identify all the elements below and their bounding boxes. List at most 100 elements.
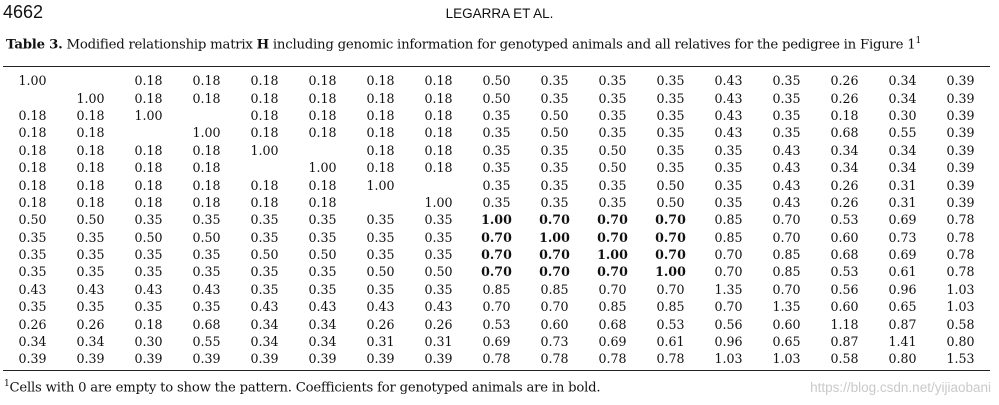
matrix-cell: 0.34 bbox=[888, 73, 917, 89]
matrix-cell: 0.18 bbox=[424, 160, 453, 176]
matrix-cell: 0.18 bbox=[308, 90, 337, 106]
table-row: 0.35 0.35 0.35 0.35 0.50 0.50 0.35 0.35 0.70 0.70… bbox=[4, 246, 990, 263]
matrix-cell: 0.35 bbox=[366, 212, 395, 228]
matrix-cell: 0.18 bbox=[134, 90, 163, 106]
matrix-cell bbox=[410, 176, 468, 193]
matrix-cell: 0.70 bbox=[481, 247, 512, 263]
matrix-cell: 0.85 bbox=[598, 299, 627, 315]
matrix-cell: 0.35 bbox=[192, 247, 221, 263]
matrix-cell: 0.50 bbox=[656, 177, 685, 193]
matrix-cell: 0.35 bbox=[540, 194, 569, 210]
matrix-cell: 0.18 bbox=[250, 125, 279, 141]
matrix-cell: 0.30 bbox=[888, 107, 917, 123]
matrix-cell: 1.00 bbox=[308, 160, 337, 176]
matrix-cell bbox=[294, 142, 352, 159]
matrix-cell bbox=[236, 159, 294, 176]
matrix-cell: 0.35 bbox=[482, 160, 511, 176]
matrix-cell: 0.35 bbox=[714, 177, 743, 193]
matrix-cell: 0.35 bbox=[482, 142, 511, 158]
matrix-cell: 0.18 bbox=[424, 125, 453, 141]
table-row: 0.26 0.26 0.18 0.68 0.34 0.34 0.26 0.26 0.53 0.60… bbox=[4, 315, 990, 332]
matrix-cell: 0.18 bbox=[18, 107, 47, 123]
matrix-cell: 0.43 bbox=[714, 125, 743, 141]
matrix-cell: 0.39 bbox=[946, 194, 975, 210]
matrix-cell: 0.78 bbox=[946, 229, 975, 245]
matrix-cell: 0.18 bbox=[250, 90, 279, 106]
matrix-cell: 0.18 bbox=[76, 160, 105, 176]
caption-footnote-mark: 1 bbox=[915, 36, 921, 46]
matrix-cell: 0.35 bbox=[714, 160, 743, 176]
matrix-cell: 0.70 bbox=[539, 264, 570, 280]
matrix-cell: 0.70 bbox=[597, 229, 628, 245]
matrix-cell bbox=[62, 72, 120, 89]
matrix-cell: 0.18 bbox=[250, 194, 279, 210]
matrix-cell: 1.00 bbox=[655, 264, 686, 280]
matrix-cell: 0.35 bbox=[482, 107, 511, 123]
matrix-cell: 0.70 bbox=[598, 281, 627, 297]
matrix-cell: 0.70 bbox=[540, 299, 569, 315]
matrix-cell: 0.55 bbox=[888, 125, 917, 141]
matrix-cell: 0.53 bbox=[482, 316, 511, 332]
matrix-cell: 0.70 bbox=[481, 229, 512, 245]
matrix-cell: 0.60 bbox=[830, 299, 859, 315]
matrix-cell: 0.61 bbox=[656, 334, 685, 350]
matrix-cell: 0.85 bbox=[482, 281, 511, 297]
matrix-cell: 0.35 bbox=[598, 73, 627, 89]
matrix-cell: 0.35 bbox=[366, 229, 395, 245]
matrix-cell: 0.18 bbox=[76, 125, 105, 141]
matrix-cell: 0.39 bbox=[192, 351, 221, 367]
matrix-cell: 0.35 bbox=[134, 299, 163, 315]
matrix-cell: 0.35 bbox=[714, 142, 743, 158]
matrix-cell: 0.34 bbox=[308, 334, 337, 350]
matrix-cell: 0.18 bbox=[192, 160, 221, 176]
matrix-cell: 0.50 bbox=[250, 247, 279, 263]
matrix-cell: 0.87 bbox=[830, 334, 859, 350]
matrix-cell: 0.35 bbox=[250, 229, 279, 245]
matrix-cell: 0.18 bbox=[250, 177, 279, 193]
table-row: 0.35 0.35 0.35 0.35 0.43 0.43 0.43 0.43 0.70 0.70… bbox=[4, 298, 990, 315]
table-row: 0.18 0.18 0.18 0.18 0.18 0.18 1.00 0.35 0.35 0.35… bbox=[4, 176, 990, 193]
matrix-cell: 0.31 bbox=[888, 177, 917, 193]
table-row: 0.35 0.35 0.35 0.35 0.35 0.35 0.50 0.50 0.70 0.70… bbox=[4, 263, 990, 280]
matrix-cell: 0.50 bbox=[540, 107, 569, 123]
matrix-cell: 0.43 bbox=[772, 160, 801, 176]
matrix-cell: 0.18 bbox=[192, 90, 221, 106]
matrix-cell: 1.00 bbox=[192, 125, 221, 141]
matrix-cell: 0.78 bbox=[482, 351, 511, 367]
matrix-cell: 0.34 bbox=[888, 160, 917, 176]
matrix-cell: 0.35 bbox=[424, 281, 453, 297]
matrix-cell: 1.03 bbox=[946, 281, 975, 297]
watermark: https://blog.csdn.net/yijiaobani bbox=[810, 380, 991, 395]
matrix-cell: 0.34 bbox=[308, 316, 337, 332]
matrix-cell: 0.31 bbox=[424, 334, 453, 350]
matrix-cell: 0.35 bbox=[308, 264, 337, 280]
matrix-cell: 0.80 bbox=[946, 334, 975, 350]
matrix-cell: 0.50 bbox=[482, 73, 511, 89]
matrix-cell: 0.43 bbox=[714, 107, 743, 123]
matrix-cell: 0.26 bbox=[424, 316, 453, 332]
matrix-cell: 0.18 bbox=[192, 177, 221, 193]
matrix-cell: 0.35 bbox=[656, 107, 685, 123]
matrix-cell: 0.78 bbox=[946, 247, 975, 263]
matrix-cell: 0.35 bbox=[250, 281, 279, 297]
matrix-cell: 0.69 bbox=[888, 247, 917, 263]
matrix-cell: 0.53 bbox=[830, 212, 859, 228]
matrix-cell: 0.50 bbox=[366, 264, 395, 280]
matrix-cell: 0.50 bbox=[308, 247, 337, 263]
matrix-cell: 0.43 bbox=[772, 194, 801, 210]
matrix-cell: 1.00 bbox=[539, 229, 570, 245]
matrix-cell: 0.85 bbox=[714, 212, 743, 228]
matrix-cell: 0.26 bbox=[18, 316, 47, 332]
matrix-cell: 0.43 bbox=[134, 281, 163, 297]
matrix-cell: 0.50 bbox=[424, 264, 453, 280]
caption-label: Table 3. bbox=[6, 37, 63, 53]
matrix-cell: 0.39 bbox=[946, 107, 975, 123]
matrix-cell: 0.26 bbox=[830, 73, 859, 89]
matrix-cell: 0.35 bbox=[598, 125, 627, 141]
matrix-cell: 0.96 bbox=[714, 334, 743, 350]
matrix-cell: 0.61 bbox=[888, 264, 917, 280]
matrix-cell: 0.35 bbox=[192, 299, 221, 315]
matrix-cell: 0.39 bbox=[946, 160, 975, 176]
matrix-cell: 1.00 bbox=[134, 107, 163, 123]
matrix-cell: 0.70 bbox=[597, 212, 628, 228]
